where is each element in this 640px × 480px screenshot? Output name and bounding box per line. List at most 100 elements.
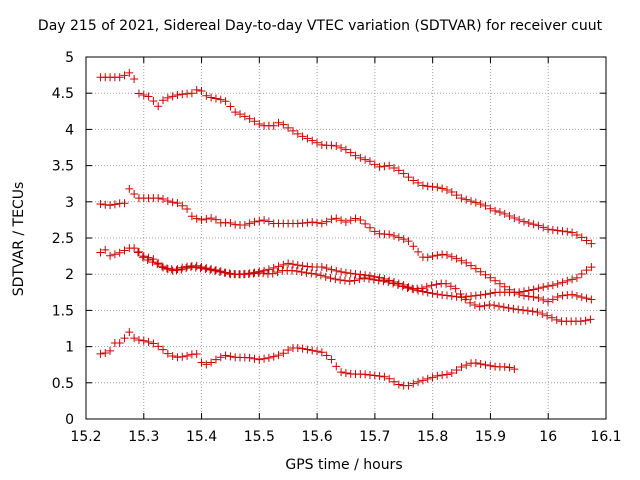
data-point bbox=[148, 258, 157, 267]
data-point bbox=[337, 216, 346, 225]
data-point bbox=[361, 370, 370, 379]
data-point bbox=[385, 374, 394, 383]
data-point bbox=[134, 336, 143, 345]
data-point bbox=[96, 199, 105, 208]
data-point bbox=[414, 247, 423, 256]
data-point bbox=[442, 250, 451, 259]
data-point bbox=[159, 263, 168, 272]
data-point bbox=[582, 236, 591, 245]
data-point bbox=[144, 338, 153, 347]
data-point bbox=[466, 298, 475, 307]
data-point bbox=[505, 363, 514, 372]
data-point bbox=[351, 269, 360, 278]
data-point bbox=[288, 126, 297, 135]
data-point bbox=[168, 198, 177, 207]
data-point bbox=[351, 214, 360, 223]
data-point bbox=[96, 248, 105, 257]
data-point bbox=[293, 129, 302, 138]
data-point bbox=[417, 284, 426, 293]
data-point bbox=[461, 295, 470, 304]
data-point bbox=[337, 267, 346, 276]
data-point bbox=[538, 309, 547, 318]
data-point bbox=[221, 351, 230, 360]
data-point bbox=[356, 215, 365, 224]
data-point bbox=[447, 292, 456, 301]
data-point bbox=[162, 264, 171, 273]
data-point bbox=[201, 265, 210, 274]
data-point bbox=[370, 371, 379, 380]
data-point bbox=[432, 280, 441, 289]
data-point bbox=[509, 304, 518, 313]
data-point bbox=[192, 214, 201, 223]
data-point bbox=[510, 214, 519, 223]
data-point bbox=[138, 253, 147, 262]
data-point bbox=[207, 358, 216, 367]
data-point bbox=[259, 269, 268, 278]
data-point bbox=[240, 112, 249, 121]
data-point bbox=[120, 199, 129, 208]
data-point bbox=[120, 71, 129, 80]
data-point bbox=[115, 248, 124, 257]
data-point bbox=[398, 282, 407, 291]
data-point bbox=[534, 294, 543, 303]
data-point bbox=[568, 275, 577, 284]
data-point bbox=[149, 96, 158, 105]
data-point bbox=[438, 371, 447, 380]
data-point bbox=[326, 274, 335, 283]
data-point bbox=[510, 365, 519, 374]
data-point bbox=[322, 351, 331, 360]
data-point bbox=[553, 279, 562, 288]
data-point bbox=[442, 370, 451, 379]
data-point bbox=[202, 215, 211, 224]
data-point bbox=[297, 268, 306, 277]
data-point bbox=[380, 372, 389, 381]
data-point bbox=[563, 227, 572, 236]
data-point bbox=[250, 117, 259, 126]
data-point bbox=[327, 265, 336, 274]
data-point bbox=[183, 205, 192, 214]
data-point bbox=[390, 163, 399, 172]
data-point bbox=[149, 339, 158, 348]
data-point bbox=[442, 185, 451, 194]
data-point bbox=[321, 272, 330, 281]
data-point bbox=[423, 374, 432, 383]
x-tick-label: 15.4 bbox=[186, 429, 217, 445]
data-point bbox=[447, 252, 456, 261]
data-point bbox=[495, 208, 504, 217]
data-point bbox=[544, 225, 553, 234]
data-point bbox=[236, 110, 245, 119]
data-point bbox=[178, 352, 187, 361]
data-point bbox=[346, 148, 355, 157]
data-point bbox=[264, 353, 273, 362]
data-point bbox=[274, 118, 283, 127]
data-point bbox=[394, 166, 403, 175]
data-point bbox=[139, 252, 148, 261]
data-point bbox=[423, 253, 432, 262]
data-point bbox=[279, 260, 288, 269]
x-tick-label: 15.6 bbox=[302, 429, 333, 445]
data-point bbox=[491, 276, 500, 285]
data-point bbox=[206, 266, 215, 275]
data-point bbox=[130, 334, 139, 343]
data-point bbox=[245, 353, 254, 362]
data-point bbox=[130, 189, 139, 198]
y-tick-label: 3 bbox=[65, 195, 74, 211]
data-point bbox=[351, 151, 360, 160]
data-point bbox=[534, 284, 543, 293]
data-point bbox=[504, 304, 513, 313]
data-point bbox=[470, 301, 479, 310]
data-point bbox=[274, 351, 283, 360]
data-point bbox=[120, 246, 129, 255]
data-point bbox=[409, 379, 418, 388]
data-point bbox=[302, 268, 311, 277]
data-point bbox=[355, 275, 364, 284]
series-4 bbox=[134, 248, 595, 326]
y-tick-label: 1 bbox=[65, 340, 74, 356]
tick-labels: 15.2 15.3 15.4 15.5 15.6 15.7 15.8 15.9 16 16.1 0 0… bbox=[52, 50, 622, 445]
data-point bbox=[548, 281, 557, 290]
data-point bbox=[356, 270, 365, 279]
data-point bbox=[475, 302, 484, 311]
data-point bbox=[196, 264, 205, 273]
data-point bbox=[332, 266, 341, 275]
y-tick-label: 4.5 bbox=[52, 86, 74, 102]
